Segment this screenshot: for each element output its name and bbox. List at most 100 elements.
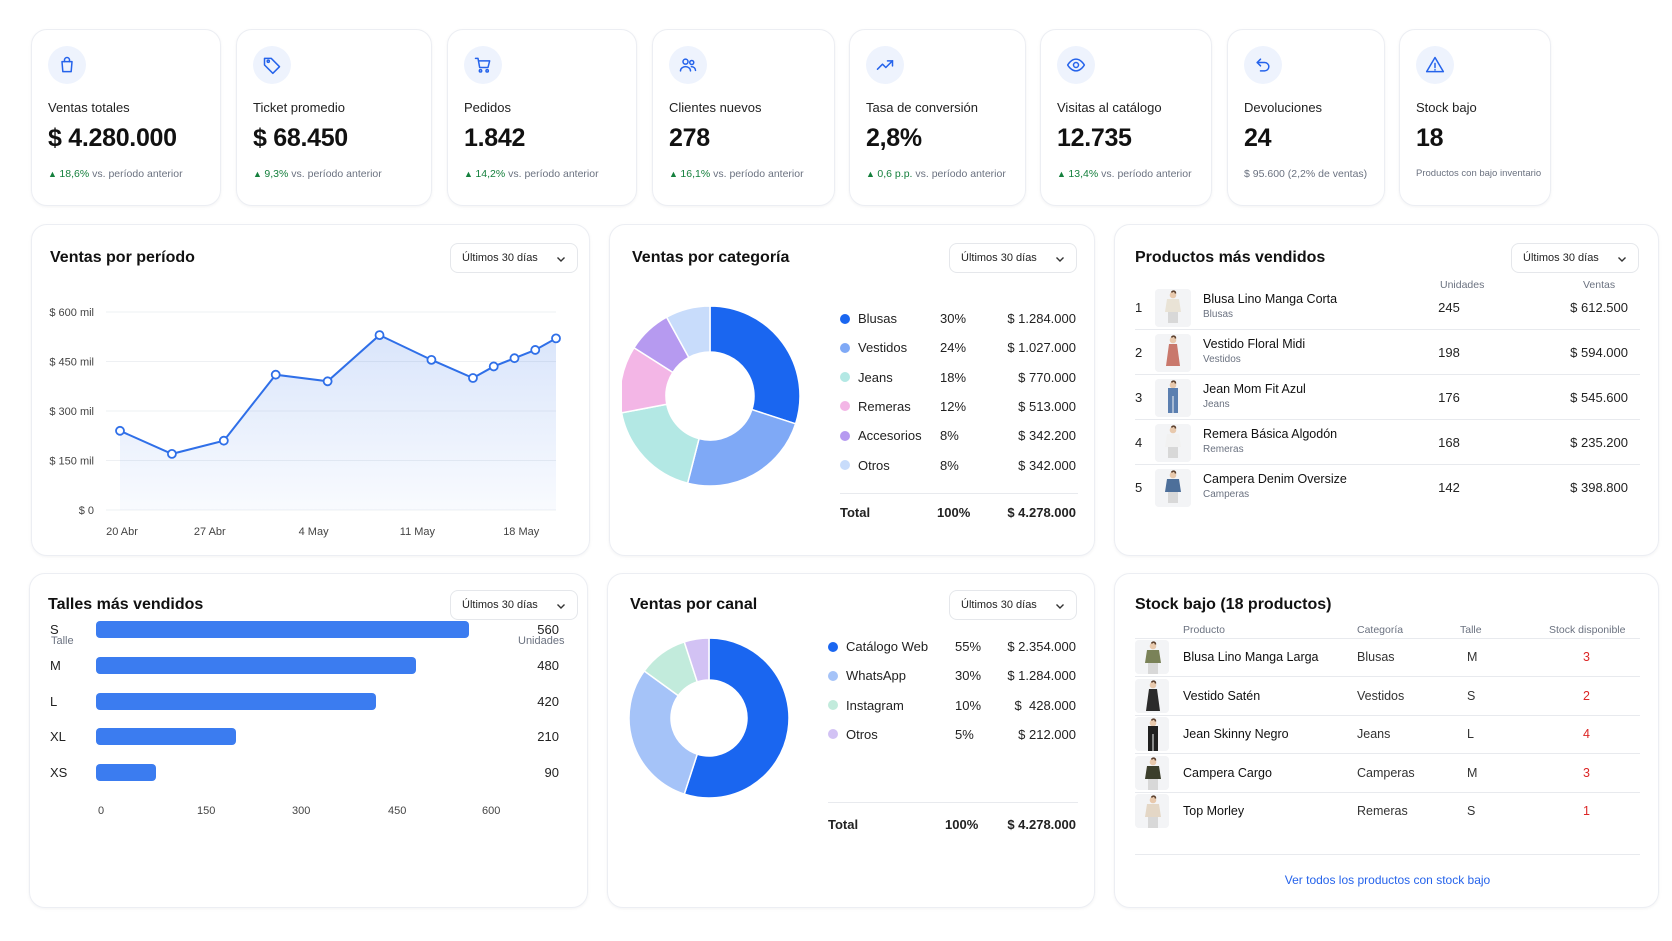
x-tick-label: 300 bbox=[292, 805, 311, 817]
kpi-delta-text: vs. período anterior bbox=[915, 168, 1006, 180]
sales-line-chart: $ 600 mil $ 450 mil $ 300 mil $ 150 mil $ 0 2… bbox=[49, 307, 561, 538]
kpi-label: Clientes nuevos bbox=[669, 100, 762, 115]
legend-amount: $ 1.284.000 bbox=[1007, 311, 1076, 326]
size-label: XS bbox=[50, 765, 68, 781]
top-products-dropdown[interactable]: Últimos 30 días bbox=[1511, 243, 1639, 273]
legend-item: Vestidos bbox=[840, 340, 907, 355]
size-bar bbox=[96, 728, 236, 746]
data-point bbox=[218, 435, 229, 446]
category-column-header: Categoría bbox=[1357, 624, 1404, 636]
kpi-delta-text: vs. período anterior bbox=[291, 168, 382, 180]
kpi-delta: ▲ 18,6% vs. período anterior bbox=[48, 168, 183, 180]
product-name[interactable]: Campera Denim Oversize bbox=[1203, 471, 1347, 486]
view-all-low-stock-link[interactable]: Ver todos los productos con stock bajo bbox=[1284, 873, 1491, 887]
size-bar bbox=[96, 692, 376, 710]
sales-channel-dropdown[interactable]: Últimos 30 días bbox=[949, 590, 1077, 620]
arrow-up-icon: ▲ bbox=[253, 169, 265, 179]
legend-amount: $ 1.284.000 bbox=[1007, 668, 1076, 684]
data-point bbox=[167, 448, 177, 459]
sales-category-dropdown[interactable]: Últimos 30 días bbox=[949, 243, 1077, 273]
product-category: Camperas bbox=[1203, 488, 1250, 500]
product-sales: $ 398.800 bbox=[1570, 479, 1628, 495]
kpi-delta-value: 18,6% bbox=[59, 168, 90, 180]
product-thumbnail bbox=[1155, 289, 1191, 327]
kpi-delta-value: 13,4% bbox=[1068, 168, 1099, 180]
x-tick-label: 20 Abr bbox=[106, 526, 138, 538]
legend-pct: 8% bbox=[940, 457, 959, 473]
product-name[interactable]: Blusa Lino Manga Corta bbox=[1203, 292, 1338, 306]
legend-dot bbox=[840, 372, 850, 383]
kpi-value: $ 4.280.000 bbox=[48, 124, 177, 152]
product-name[interactable]: Jean Skinny Negro bbox=[1183, 727, 1289, 742]
legend-label: Blusas bbox=[858, 311, 898, 326]
legend-item: Catálogo Web bbox=[828, 639, 928, 654]
kpi-card: Tasa de conversión 2,8% ▲ 0,6 p.p. vs. per… bbox=[849, 29, 1026, 206]
kpi-label: Ventas totales bbox=[48, 100, 130, 115]
kpi-delta-text: vs. período anterior bbox=[92, 168, 183, 180]
kpi-value: 2,8% bbox=[866, 124, 922, 152]
product-thumbnail bbox=[1155, 378, 1191, 417]
y-tick-label: $ 300 mil bbox=[49, 406, 94, 418]
legend-amount: $ 342.200 bbox=[1018, 428, 1076, 444]
product-size: S bbox=[1467, 688, 1476, 703]
donut-slice bbox=[683, 637, 790, 799]
legend-dot bbox=[828, 670, 838, 681]
size-label: M bbox=[50, 657, 61, 673]
product-name[interactable]: Top Morley bbox=[1183, 804, 1245, 819]
product-category: Vestidos bbox=[1203, 353, 1241, 365]
divider bbox=[840, 493, 1078, 494]
product-units: 168 bbox=[1438, 434, 1460, 450]
kpi-delta-value: 9,3% bbox=[264, 168, 289, 180]
legend-dot bbox=[840, 313, 850, 324]
kpi-delta-value: 14,2% bbox=[475, 168, 506, 180]
kpi-label: Devoluciones bbox=[1244, 100, 1323, 115]
arrow-up-icon: ▲ bbox=[464, 169, 476, 179]
legend-pct: 24% bbox=[940, 340, 967, 356]
legend-amount: $ 2.354.000 bbox=[1007, 639, 1076, 654]
kpi-card: Visitas al catálogo 12.735 ▲ 13,4% vs. per… bbox=[1040, 29, 1212, 206]
size-units: 90 bbox=[544, 765, 559, 781]
data-point bbox=[509, 353, 520, 364]
product-name[interactable]: Blusa Lino Manga Larga bbox=[1183, 650, 1319, 664]
product-size: M bbox=[1467, 765, 1478, 780]
dropdown-label: Últimos 30 días bbox=[1523, 252, 1599, 264]
row-divider bbox=[1135, 753, 1640, 755]
size-label: L bbox=[50, 693, 58, 709]
product-name[interactable]: Vestido Satén bbox=[1183, 688, 1261, 703]
product-thumbnail bbox=[1135, 678, 1169, 713]
y-tick-label: $ 150 mil bbox=[49, 456, 94, 468]
data-point bbox=[488, 361, 499, 372]
product-name[interactable]: Campera Cargo bbox=[1183, 765, 1272, 780]
legend-amount: $ 342.000 bbox=[1018, 457, 1076, 473]
legend-pct: 18% bbox=[940, 369, 967, 385]
rank-number: 2 bbox=[1135, 344, 1143, 360]
cart-icon bbox=[464, 46, 502, 84]
product-column-header: Producto bbox=[1183, 624, 1226, 636]
x-tick-label: 450 bbox=[388, 805, 407, 817]
y-tick-label: $ 450 mil bbox=[49, 357, 94, 369]
size-bar bbox=[96, 656, 416, 674]
arrow-up-icon: ▲ bbox=[1057, 169, 1069, 179]
stock-available: 3 bbox=[1583, 650, 1590, 664]
sales-channel-title: Ventas por canal bbox=[630, 596, 758, 613]
product-name[interactable]: Remera Básica Algodón bbox=[1203, 426, 1338, 441]
product-units: 245 bbox=[1438, 300, 1460, 315]
undo-icon bbox=[1244, 46, 1282, 84]
sales-period-dropdown[interactable]: Últimos 30 días bbox=[450, 243, 578, 273]
total-pct: 100% bbox=[945, 817, 979, 832]
kpi-label: Pedidos bbox=[464, 100, 511, 115]
channel-donut-chart bbox=[628, 637, 790, 799]
sizes-dropdown[interactable]: Últimos 30 días bbox=[450, 590, 578, 620]
kpi-value: 24 bbox=[1244, 124, 1272, 152]
size-units: 420 bbox=[537, 693, 559, 709]
kpi-value: 278 bbox=[669, 124, 710, 152]
legend-item: Instagram bbox=[828, 698, 904, 713]
product-name[interactable]: Vestido Floral Midi bbox=[1203, 336, 1306, 351]
stock-column-header: Stock disponible bbox=[1549, 624, 1626, 636]
product-name[interactable]: Jean Mom Fit Azul bbox=[1203, 381, 1306, 396]
kpi-card: Devoluciones 24 $ 95.600 (2,2% de ventas) bbox=[1227, 29, 1385, 206]
legend-amount: $ 513.000 bbox=[1018, 398, 1076, 414]
shopping-bag-icon bbox=[48, 46, 86, 84]
product-thumbnail bbox=[1135, 640, 1169, 674]
legend-amount: $ 428.000 bbox=[1014, 697, 1076, 713]
